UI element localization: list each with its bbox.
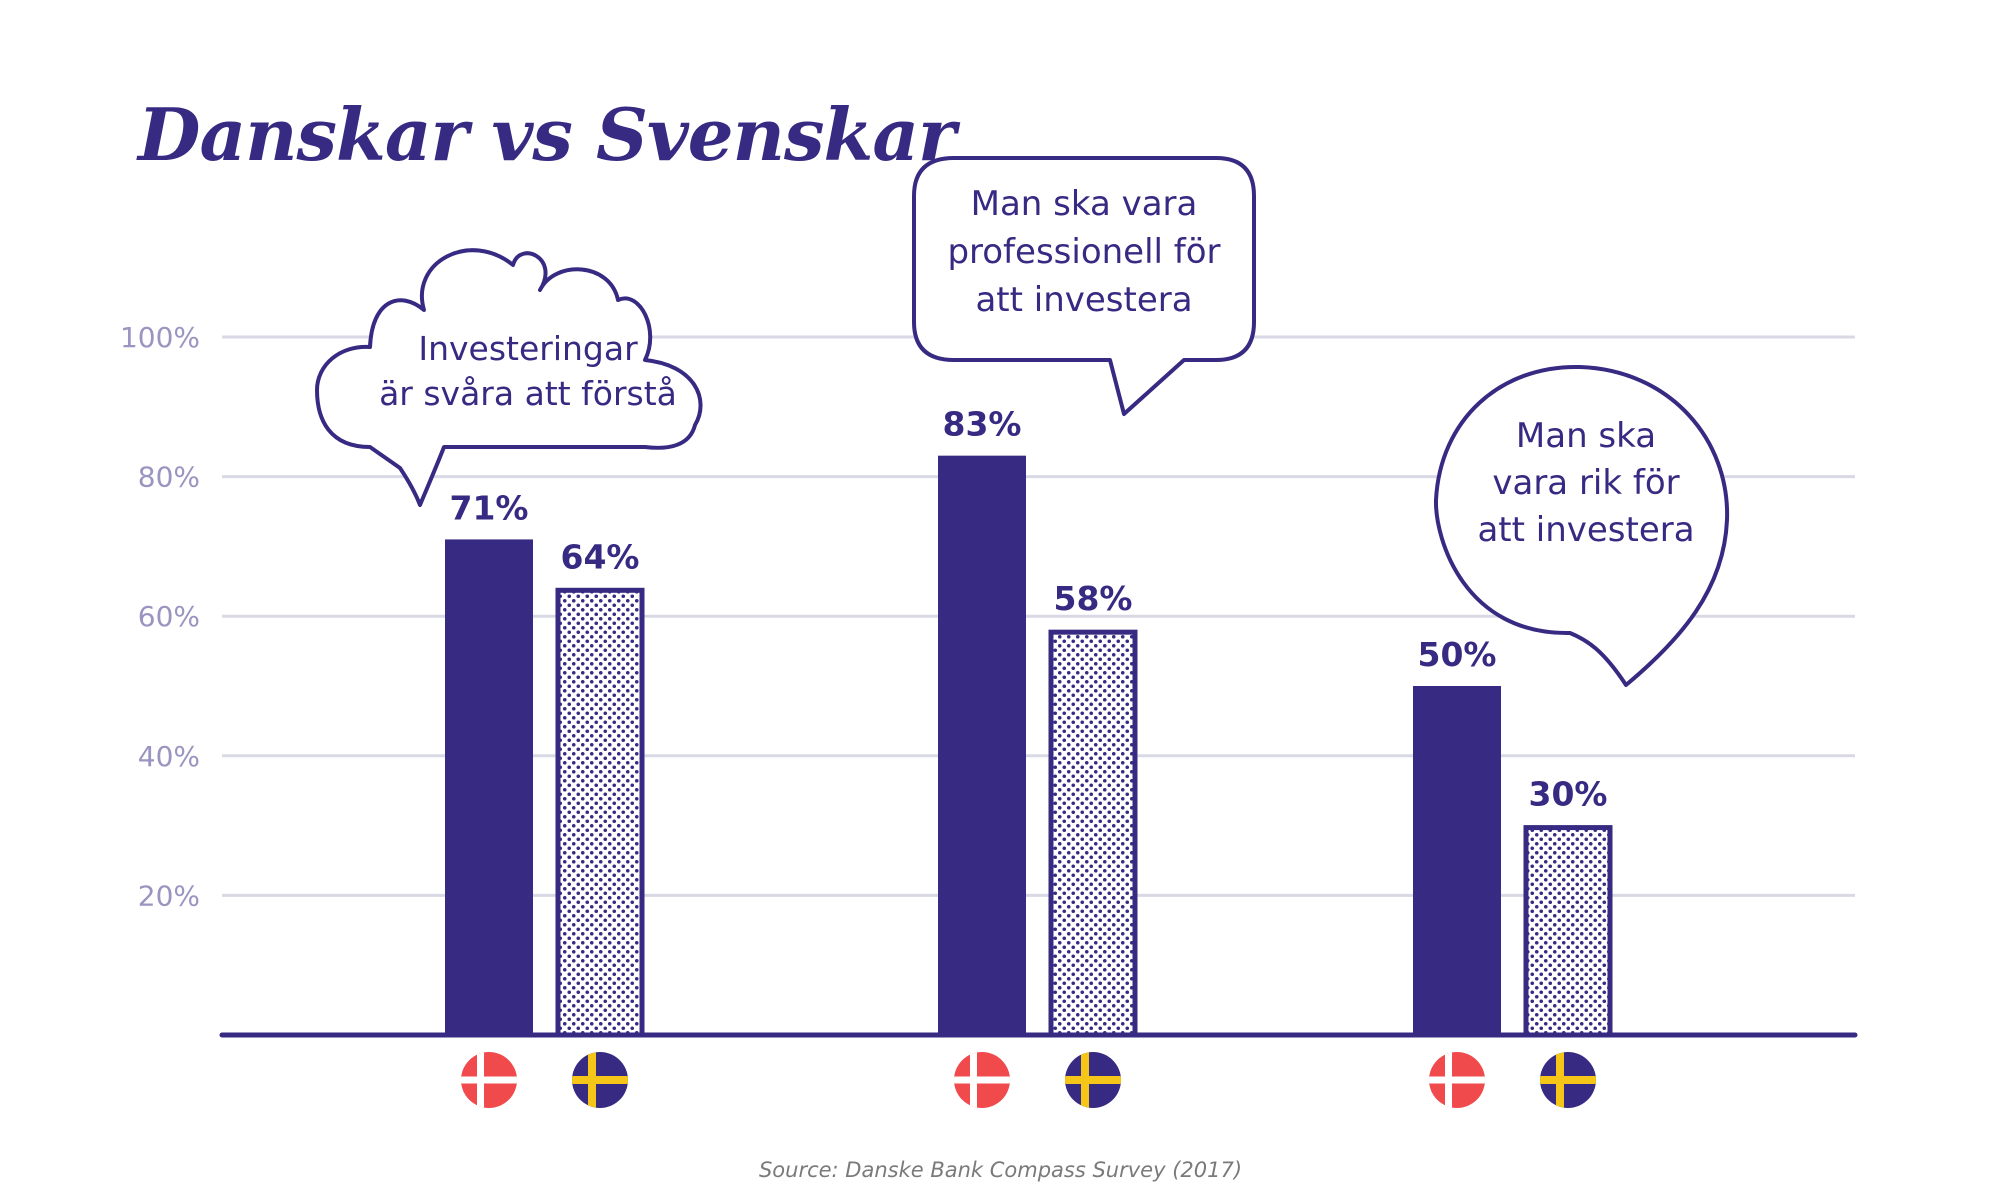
bubble-text-line: Man ska: [1516, 416, 1656, 456]
bars: 71% 64% 83% 58% 50% 30%: [445, 405, 1613, 1038]
bubble-text-line: Investeringar: [418, 329, 638, 368]
y-tick-label: 60%: [138, 600, 200, 633]
bar-value-label: 58%: [1054, 579, 1133, 618]
sweden-flag-icon: [572, 1052, 628, 1108]
denmark-flag-icon: [1429, 1052, 1485, 1108]
bar-denmark: [445, 539, 533, 1035]
chart-title: Danskar vs Svenskar: [138, 92, 956, 177]
bar-value-label: 64%: [561, 537, 640, 576]
bar-sweden: [1048, 629, 1138, 1038]
y-tick-label: 100%: [120, 321, 200, 354]
bar-value-label: 83%: [943, 405, 1022, 444]
bar-denmark: [1413, 686, 1501, 1035]
speech-bubble-cloud: [315, 248, 703, 507]
bar-sweden: [555, 587, 645, 1038]
denmark-flag-icon: [954, 1052, 1010, 1108]
bubble-text-line: att investera: [975, 280, 1192, 320]
bar-value-label: 71%: [450, 488, 529, 527]
bubble-text-line: Man ska vara: [971, 184, 1198, 224]
speech-bubble-circle: [1433, 364, 1730, 687]
y-tick-label: 40%: [138, 740, 200, 773]
bubble-text-line: vara rik för: [1492, 463, 1679, 503]
bar-value-label: 30%: [1529, 775, 1608, 814]
bubble-text-line: att investera: [1477, 510, 1694, 550]
y-tick-label: 20%: [138, 879, 200, 912]
source-note: Source: Danske Bank Compass Survey (2017…: [758, 1158, 1243, 1182]
sweden-flag-icon: [1540, 1052, 1596, 1108]
bubble-text-line: är svåra att förstå: [379, 374, 677, 413]
bar-sweden: [1523, 825, 1613, 1038]
bar-value-label: 50%: [1418, 635, 1497, 674]
denmark-flag-icon: [461, 1052, 517, 1108]
country-flags: [219, 1032, 1858, 1108]
y-tick-label: 80%: [138, 461, 200, 494]
bar-denmark: [938, 455, 1026, 1035]
sweden-flag-icon: [1065, 1052, 1121, 1108]
annotation-bubbles: Investeringar är svåra att förstå Man ska …: [315, 156, 1730, 687]
speech-bubble-rounded-rectangle: [912, 156, 1256, 416]
bubble-text-line: professionell för: [947, 232, 1220, 272]
